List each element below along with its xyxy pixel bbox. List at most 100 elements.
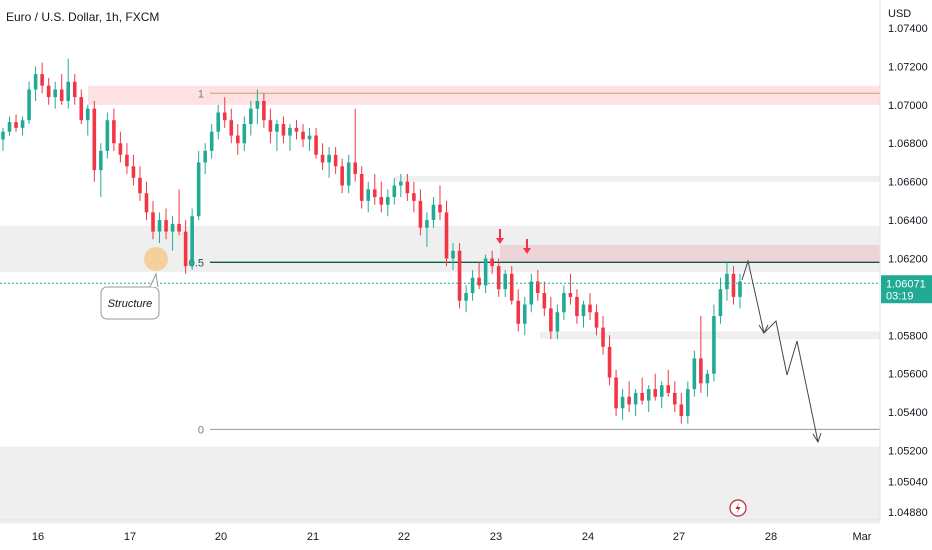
candle-body <box>229 120 234 136</box>
price-tick-label: 1.05800 <box>888 330 928 342</box>
candle-body <box>731 273 736 297</box>
candle-body <box>359 173 364 201</box>
price-tick-label: 1.05400 <box>888 407 928 419</box>
candle-body <box>40 74 44 86</box>
price-tick-label: 1.07000 <box>888 100 928 112</box>
candle-body <box>170 223 175 232</box>
candle-body <box>99 150 103 171</box>
candle-body <box>288 127 292 136</box>
structure-annotation: Structure <box>108 298 153 310</box>
candle-body <box>164 220 168 232</box>
candle-body <box>607 346 612 378</box>
candle-body <box>672 392 677 405</box>
arrowhead-icon <box>812 432 822 444</box>
candle-body <box>183 231 188 267</box>
candle-body <box>405 181 410 194</box>
candle-body <box>118 143 123 155</box>
candle-body <box>451 250 455 259</box>
candle-body <box>14 122 18 128</box>
candle-body <box>190 216 194 267</box>
candle-body <box>601 327 605 347</box>
candle-body <box>92 108 97 171</box>
candle-body <box>568 293 573 297</box>
candle-body <box>53 89 57 98</box>
candle-body <box>327 154 331 163</box>
candle-body <box>262 100 266 121</box>
candle-body <box>633 392 638 405</box>
candle-body <box>79 97 84 121</box>
candle-body <box>379 197 384 205</box>
candle-body <box>27 89 31 121</box>
current-price-label: 1.06071 <box>886 278 926 290</box>
candle-body <box>705 373 710 384</box>
candle-body <box>320 154 325 163</box>
time-tick-label: 16 <box>32 531 44 543</box>
arrowhead-icon <box>758 324 769 335</box>
candle-body <box>666 385 671 393</box>
candle-body <box>333 154 338 167</box>
candle-body <box>157 220 162 232</box>
zone-neutral <box>395 175 880 182</box>
zone-neutral <box>0 225 880 272</box>
projection-path <box>741 259 819 443</box>
candle-body <box>66 81 71 101</box>
time-tick-label: Mar <box>853 531 872 543</box>
lightning-icon <box>735 502 741 514</box>
candle-body <box>627 396 631 405</box>
candle-body <box>438 204 442 213</box>
candle-body <box>46 85 51 98</box>
candle-body <box>7 122 12 132</box>
candle-body <box>483 258 488 286</box>
candle-body <box>529 281 534 305</box>
time-tick-label: 27 <box>673 531 685 543</box>
candle-body <box>177 223 181 232</box>
candle-body <box>235 135 240 144</box>
candle-body <box>699 358 703 384</box>
candle-body <box>477 277 481 286</box>
candle-body <box>594 312 599 328</box>
candle-body <box>144 193 149 213</box>
price-tick-label: 1.05600 <box>888 369 928 381</box>
price-tick-label: 1.07400 <box>888 23 928 35</box>
candle-body <box>307 135 312 140</box>
candle-body <box>581 304 586 317</box>
time-tick-label: 24 <box>582 531 594 543</box>
candle-body <box>588 304 592 313</box>
candle-body <box>470 277 475 294</box>
candle-body <box>725 273 729 290</box>
price-tick-label: 1.04880 <box>888 507 928 519</box>
candle-body <box>112 120 116 144</box>
fib-label: 0 <box>198 424 204 436</box>
candle-body <box>431 204 436 221</box>
candle-body <box>85 108 90 121</box>
candle-body <box>679 404 684 416</box>
candle-body <box>522 304 527 324</box>
candle-body <box>131 166 136 178</box>
candle-body <box>516 300 521 324</box>
price-tick-label: 1.06200 <box>888 253 928 265</box>
candle-body <box>490 258 494 267</box>
price-tick-label: 1.06600 <box>888 177 928 189</box>
candle-body <box>59 89 64 101</box>
current-price-badge <box>881 275 932 304</box>
candle-body <box>125 154 129 167</box>
candle-body <box>614 377 618 409</box>
candle-body <box>620 396 625 409</box>
price-tick-label: 1.07200 <box>888 61 928 73</box>
fib-label: 1 <box>198 88 204 100</box>
candle-body <box>105 120 110 151</box>
currency-label: USD <box>888 8 912 20</box>
candle-body <box>738 281 742 297</box>
candle-body <box>575 296 579 317</box>
candle-body <box>392 185 397 198</box>
chart-title: Euro / U.S. Dollar, 1h, FXCM <box>6 10 160 24</box>
candle-body <box>346 162 351 186</box>
candle-body <box>268 120 273 132</box>
candle-body <box>72 81 77 98</box>
candle-body <box>536 281 540 294</box>
candle-body <box>275 124 279 132</box>
candle-body <box>196 162 201 217</box>
time-tick-label: 28 <box>765 531 777 543</box>
